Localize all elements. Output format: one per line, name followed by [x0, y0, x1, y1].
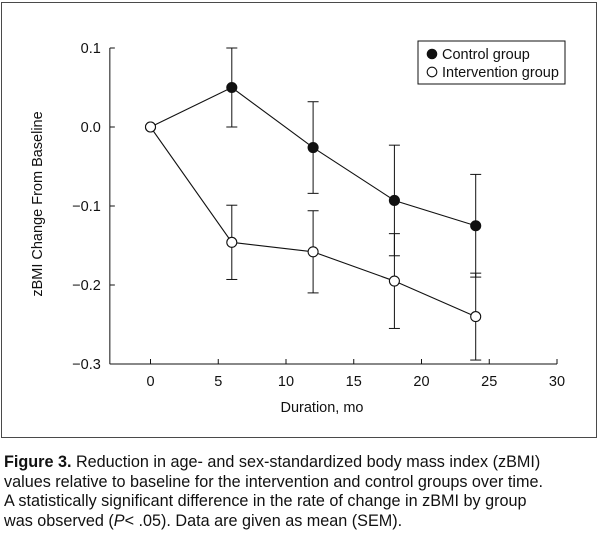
- markers-1: [144, 121, 482, 323]
- caption-label: Figure 3.: [4, 453, 72, 471]
- line-chart: 0.1 0.0 −0.1 −0.2 −0.3 0 5 10 15 20 25 30 Control g…: [30, 40, 566, 416]
- series-layer: [144, 47, 482, 361]
- caption-line-4: was observed (P< .05). Data are given as…: [4, 512, 594, 532]
- caption-p-symbol: P: [113, 511, 125, 530]
- caption-text-4b: < .05). Data are given as mean (SEM).: [124, 511, 403, 530]
- y-tick-label: 0.0: [81, 120, 101, 136]
- x-axis-label: Duration, mo: [280, 400, 363, 416]
- legend: Control group Intervention group: [417, 40, 566, 85]
- x-tick-label: 30: [549, 374, 565, 390]
- caption-line-2: values relative to baseline for the inte…: [4, 472, 543, 491]
- x-tick-label: 5: [214, 374, 222, 390]
- y-tick-label: 0.1: [81, 41, 101, 57]
- axes: 0.1 0.0 −0.1 −0.2 −0.3 0 5 10 15 20 25 30: [72, 41, 565, 390]
- y-tick-label: −0.1: [72, 199, 101, 215]
- caption-text-1: Reduction in age- and sex-standardized b…: [71, 453, 541, 471]
- x-tick-label: 10: [278, 374, 294, 390]
- series-1: [150, 126, 482, 361]
- data-point: [470, 311, 482, 323]
- data-point: [307, 141, 319, 154]
- data-point: [226, 81, 238, 94]
- data-point: [470, 220, 482, 232]
- legend-control-label: Control group: [442, 47, 530, 63]
- data-point: [307, 246, 319, 258]
- x-tick-label: 25: [481, 374, 497, 390]
- y-tick-label: −0.3: [72, 357, 101, 373]
- x-tick-label: 15: [346, 374, 362, 390]
- data-point: [388, 275, 400, 287]
- legend-intervention-label: Intervention group: [442, 65, 559, 81]
- x-tick-label: 20: [413, 374, 429, 390]
- figure-caption: Figure 3. Reduction in age- and sex-stan…: [4, 453, 594, 531]
- data-point: [388, 194, 400, 207]
- y-tick-label: −0.2: [72, 278, 101, 294]
- data-point: [144, 121, 157, 133]
- data-point: [226, 236, 238, 248]
- caption-text-4a: was observed (: [4, 511, 114, 530]
- legend-intervention-marker: [426, 66, 438, 78]
- figure-frame: 0.1 0.0 −0.1 −0.2 −0.3 0 5 10 15 20 25 30 Control g…: [1, 2, 597, 438]
- caption-line-1: Figure 3. Reduction in age- and sex-stan…: [4, 453, 594, 473]
- x-tick-label: 0: [146, 374, 154, 390]
- y-axis-label: zBMI Change From Baseline: [30, 111, 46, 296]
- legend-control-marker: [426, 48, 438, 60]
- caption-line-3: A statistically significant difference i…: [4, 492, 527, 510]
- legend-box: [417, 40, 566, 85]
